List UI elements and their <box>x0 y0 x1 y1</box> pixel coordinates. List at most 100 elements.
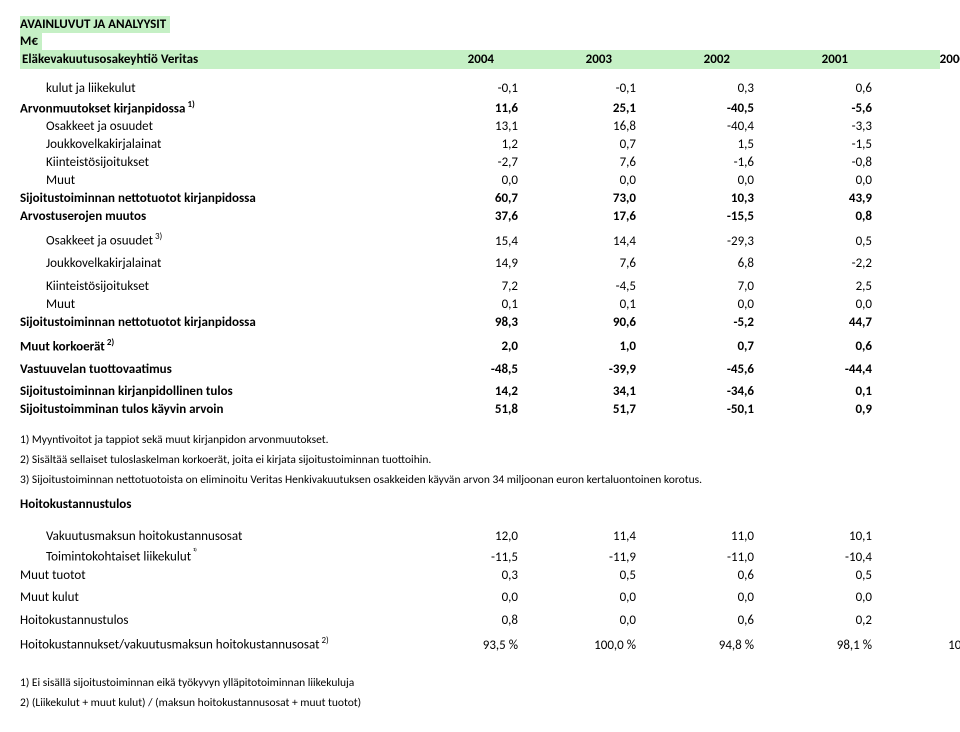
cell-value: 14,4 <box>534 225 652 250</box>
cell-value: 0,7 <box>652 331 770 356</box>
table-row: Sijoitustoimminan tulos käyvin arvoin51,… <box>20 401 960 419</box>
cell-value: 0,5 <box>534 566 652 584</box>
cell-value: 4,1 <box>888 273 960 296</box>
cell-value: 0,4 <box>888 566 960 584</box>
table-row: Hoitokustannukset/vakuutusmaksun hoitoku… <box>20 629 960 654</box>
row-label: Muut <box>20 171 416 189</box>
cell-value: 11,6 <box>416 97 534 117</box>
cell-value: 37,6 <box>416 207 534 225</box>
row-label: Hoitokustannukset/vakuutusmaksun hoitoku… <box>20 629 416 654</box>
cell-value: 0,0 <box>770 171 888 189</box>
cell-value: 44,7 <box>770 313 888 331</box>
table-row: Sijoitustoiminnan nettotuotot kirjanpido… <box>20 313 960 331</box>
cell-value: 10,3 <box>652 189 770 207</box>
cell-value: -50,1 <box>652 401 770 419</box>
cell-value: 14,2 <box>416 378 534 401</box>
cell-value: 25,1 <box>534 97 652 117</box>
cell-value: -29,3 <box>652 225 770 250</box>
section2-title: Hoitokustannustulos <box>20 497 940 512</box>
table-row: Vakuutusmaksun hoitokustannusosat12,011,… <box>20 528 960 546</box>
table-row: Muut kulut0,00,00,00,00,0 <box>20 584 960 607</box>
year-col-3: 2001 <box>746 52 864 67</box>
cell-value: -45,6 <box>652 356 770 379</box>
cell-value: -1,0 <box>888 153 960 171</box>
cell-value: 7,6 <box>534 153 652 171</box>
table-row: Muut0,10,10,00,00,0 <box>20 295 960 313</box>
cell-value: -4,5 <box>534 273 652 296</box>
superscript: 3) <box>153 231 162 242</box>
cell-value: 73,0 <box>534 189 652 207</box>
cell-value: -15,5 <box>652 207 770 225</box>
row-label: Osakkeet ja osuudet 3) <box>20 225 416 250</box>
cell-value: 100,0 % <box>534 629 652 654</box>
cell-value: 10,1 <box>770 528 888 546</box>
cell-value: 1,2 <box>416 135 534 153</box>
unit-label: M€ <box>20 33 42 50</box>
row-label: Kiinteistösijoitukset <box>20 273 416 296</box>
footnote: 2) Sisältää sellaiset tuloslaskelman kor… <box>20 453 940 467</box>
cell-value: 18,6 <box>888 313 960 331</box>
cell-value: 0,6 <box>770 331 888 356</box>
cell-value: 93,5 % <box>416 629 534 654</box>
cell-value: -1,3 <box>888 79 960 97</box>
cell-value: -1,0 <box>888 117 960 135</box>
table-row: Kiinteistösijoitukset-2,77,6-1,6-0,8-1,0 <box>20 153 960 171</box>
table-row: Vastuuvelan tuottovaatimus-48,5-39,9-45,… <box>20 356 960 379</box>
cell-value: 98,1 % <box>770 629 888 654</box>
superscript: 2) <box>105 337 114 348</box>
cell-value: 3,0 <box>888 135 960 153</box>
year-col-0: 2004 <box>392 52 510 67</box>
cell-value: 0,0 <box>888 295 960 313</box>
cell-value: 0,5 <box>770 566 888 584</box>
table-row: kulut ja liikekulut-0,1-0,10,30,6-1,3 <box>20 79 960 97</box>
cell-value: 0,6 <box>652 566 770 584</box>
cell-value: 0,0 <box>416 584 534 607</box>
table-row: Kiinteistösijoitukset7,2-4,57,02,54,1 <box>20 273 960 296</box>
cell-value: -34,6 <box>652 378 770 401</box>
cell-value: 0,0 <box>534 607 652 630</box>
cell-value: 11,4 <box>534 528 652 546</box>
cell-value: 16,8 <box>534 117 652 135</box>
row-label: Sijoitustoimminan tulos käyvin arvoin <box>20 401 416 419</box>
table-row: Joukkovelkakirjalainat14,97,66,8-2,2-6,4 <box>20 250 960 273</box>
cell-value: 0,0 <box>416 171 534 189</box>
cell-value: -1,5 <box>770 135 888 153</box>
cell-value: 51,8 <box>416 401 534 419</box>
cell-value: 13,1 <box>416 117 534 135</box>
table-row: Joukkovelkakirjalainat1,20,71,5-1,53,0 <box>20 135 960 153</box>
table-row: Arvonmuutokset kirjanpidossa 1)11,625,1-… <box>20 97 960 117</box>
cell-value: -0,1 <box>888 607 960 630</box>
footnotes-2: 1) Ei sisällä sijoitustoiminnan eikä työ… <box>20 676 940 710</box>
cell-value: -11,0 <box>652 546 770 566</box>
cell-value: 0,1 <box>534 295 652 313</box>
table-row: Sijoitustoiminnan nettotuotot kirjanpido… <box>20 189 960 207</box>
year-col-2: 2002 <box>628 52 746 67</box>
cell-value: 51,7 <box>534 401 652 419</box>
cell-value: 14,9 <box>416 250 534 273</box>
superscript: 1) <box>185 99 194 110</box>
secondary-table: Vakuutusmaksun hoitokustannusosat12,011,… <box>20 528 960 654</box>
row-label: Joukkovelkakirjalainat <box>20 250 416 273</box>
row-label: Muut korkoerät 2) <box>20 331 416 356</box>
cell-value: 0,3 <box>416 566 534 584</box>
cell-value: -10,4 <box>770 546 888 566</box>
cell-value: 0,0 <box>888 171 960 189</box>
cell-value: 1,0 <box>534 331 652 356</box>
footnote: 3) Sijoitustoiminnan nettotuotoista on e… <box>20 473 940 487</box>
cell-value: -40,5 <box>652 97 770 117</box>
cell-value: 90,6 <box>534 313 652 331</box>
cell-value: 0,9 <box>770 401 888 419</box>
cell-value: 46,3 <box>888 189 960 207</box>
cell-value: 0,2 <box>770 607 888 630</box>
cell-value: 0,0 <box>652 171 770 189</box>
row-label: Kiinteistösijoitukset <box>20 153 416 171</box>
cell-value: 2,0 <box>416 331 534 356</box>
table-row: Muut korkoerät 2)2,01,00,70,60,8 <box>20 331 960 356</box>
row-label: Toimintokohtaiset liikekulut ¹⁾ <box>20 546 416 566</box>
cell-value: -25,4 <box>888 225 960 250</box>
cell-value: -44,4 <box>770 356 888 379</box>
cell-value: 7,6 <box>534 250 652 273</box>
cell-value: 1,0 <box>888 97 960 117</box>
cell-value: 98,3 <box>416 313 534 331</box>
cell-value: 0,8 <box>416 607 534 630</box>
